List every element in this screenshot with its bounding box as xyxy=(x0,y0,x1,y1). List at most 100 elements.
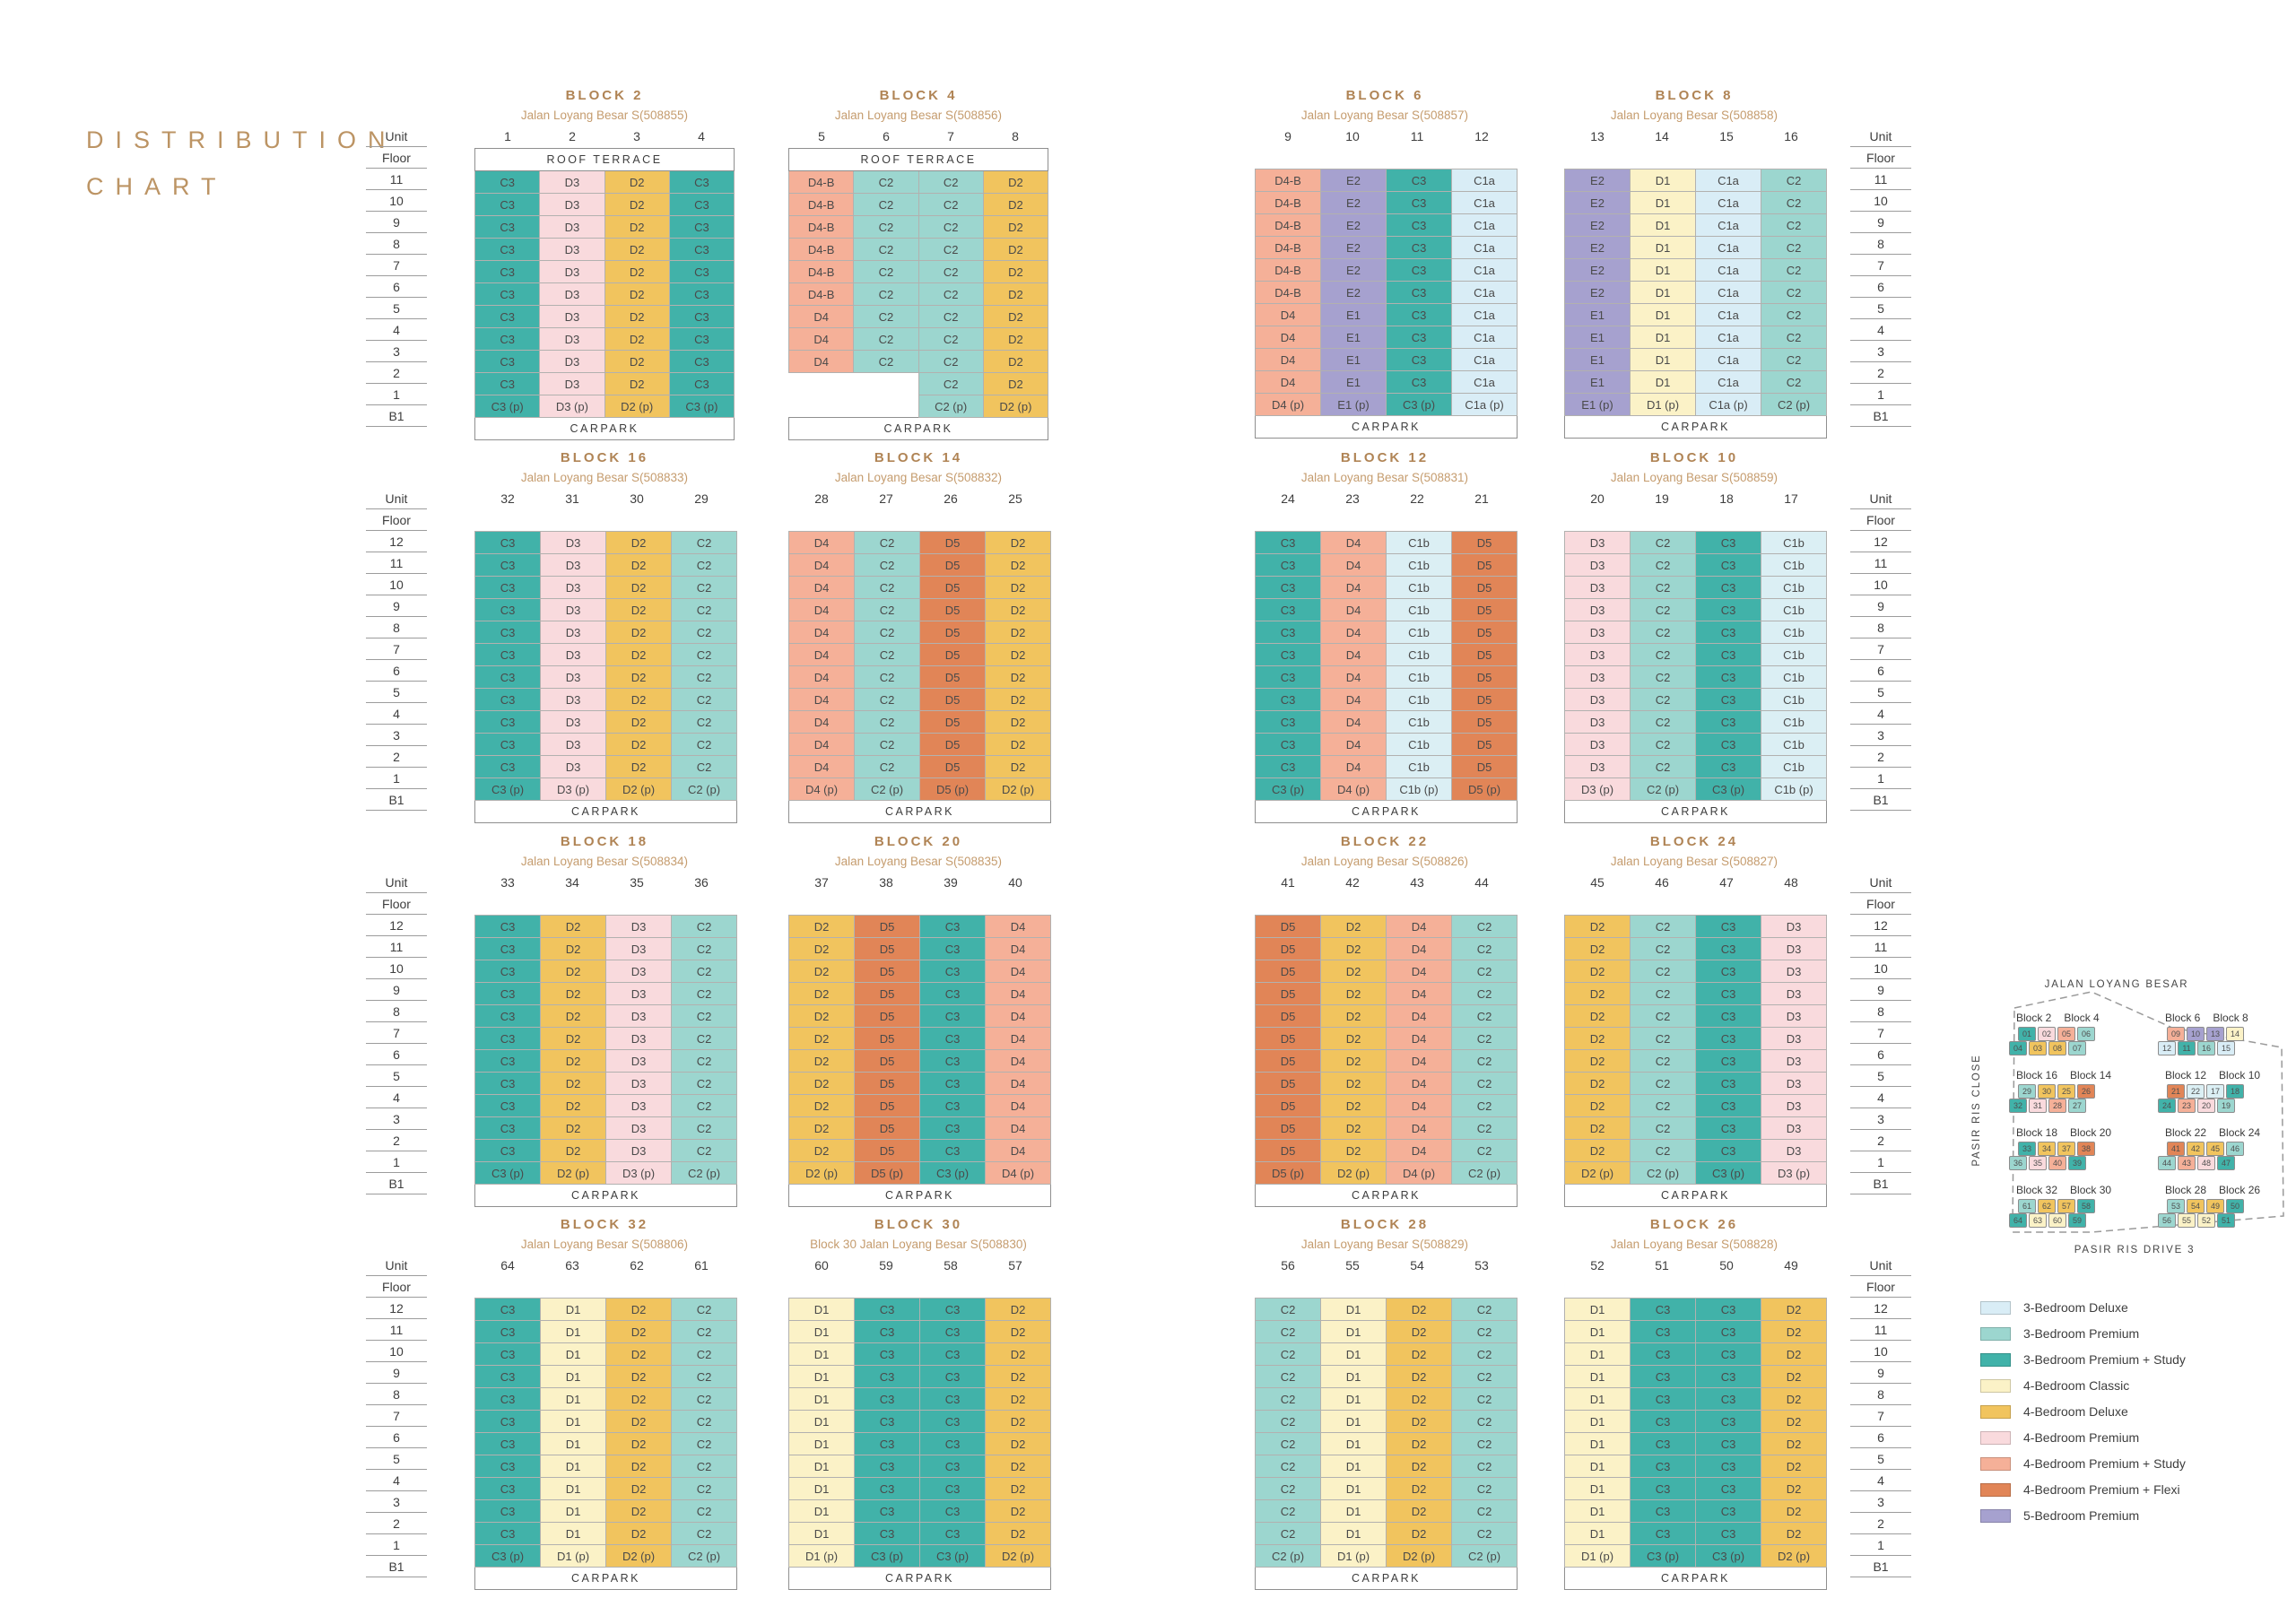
floor-label: 11 xyxy=(1850,1319,1911,1341)
unit-cell: D2 xyxy=(1386,1455,1452,1478)
unit-cell: D5 xyxy=(1451,621,1518,644)
unit-cell: C2 xyxy=(1630,665,1696,689)
map-cluster: Block 22 Block 24 41 42 45 46 44 43 48 47 xyxy=(2158,1126,2296,1170)
map-cluster: Block 32 Block 30 61 62 57 58 64 63 60 59 xyxy=(2009,1184,2152,1228)
block-address: Block 30 Jalan Loyang Besar S(508830) xyxy=(810,1238,1027,1251)
unit-cell: D2 xyxy=(1564,1049,1631,1073)
map-block-label: Block 2 xyxy=(2016,1012,2052,1024)
unit-cell: C2 xyxy=(671,643,737,666)
unit-cell: C2 xyxy=(671,710,737,734)
unit-cell: D2 xyxy=(985,1387,1051,1411)
unit-cell: C2 xyxy=(671,1298,737,1321)
unit-cell: D4 xyxy=(788,576,855,599)
unit-cell: C3 xyxy=(919,915,986,938)
unit-cell: C3 xyxy=(474,1387,541,1411)
unit-cell: C1b xyxy=(1761,531,1827,554)
unit-cell: C3 xyxy=(854,1432,920,1455)
floor-label: 10 xyxy=(366,190,427,212)
unit-stack-number: 14 xyxy=(1655,129,1669,143)
map-block-label: Block 30 xyxy=(2070,1184,2112,1196)
unit-cell: D2 xyxy=(985,665,1051,689)
unit-cell: D2 xyxy=(982,372,1049,395)
unit-cell: C1b xyxy=(1386,733,1452,756)
unit-cell: C2 xyxy=(1451,1320,1518,1343)
map-block-label: Block 18 xyxy=(2016,1126,2058,1139)
unit-cell: C3 (p) xyxy=(474,777,541,801)
unit-cell: D2 xyxy=(1761,1477,1827,1500)
unit-cell: D1 xyxy=(1320,1410,1387,1433)
map-unit: 51 xyxy=(2217,1213,2235,1228)
unit-cell: D3 xyxy=(605,1094,672,1117)
carpark-cell: CARPARK xyxy=(1255,1567,1518,1590)
floor-label: 8 xyxy=(366,1384,427,1405)
unit-cell: C2 xyxy=(1630,1049,1696,1073)
floor-label: 3 xyxy=(366,1108,427,1130)
floor-label: 12 xyxy=(1850,531,1911,552)
unit-cell: C2 xyxy=(1451,982,1518,1005)
unit-cell: D1 xyxy=(1564,1410,1631,1433)
unit-cell: D4 xyxy=(1320,531,1387,554)
unit-cell: D4 xyxy=(788,643,855,666)
unit-cell: D2 xyxy=(1320,960,1387,983)
unit-cell: C1a xyxy=(1451,281,1518,304)
unit-cell: D2 xyxy=(1386,1298,1452,1321)
unit-cell: D4 xyxy=(985,1027,1051,1050)
unit-cell: D2 xyxy=(788,982,855,1005)
unit-cell: C3 xyxy=(919,1320,986,1343)
unit-cell: D1 (p) xyxy=(1320,1544,1387,1568)
block-title: BLOCK 24 xyxy=(1649,834,1739,849)
unit-cell: D2 (p) xyxy=(605,777,672,801)
unit-cell: C3 xyxy=(474,305,541,328)
unit-cell: C2 xyxy=(671,1320,737,1343)
floor-header-label: Floor xyxy=(366,1276,427,1298)
unit-cell: C3 xyxy=(474,688,541,711)
unit-cell: D5 xyxy=(854,915,920,938)
legend-label: 4-Bedroom Classic xyxy=(2023,1378,2130,1393)
unit-cell: D3 xyxy=(1761,1049,1827,1073)
map-block-label: Block 14 xyxy=(2070,1069,2112,1081)
unit-cell: D4 xyxy=(985,1004,1051,1028)
street-label-left: PASIR RIS CLOSE xyxy=(1971,1054,1982,1167)
unit-cell: C2 xyxy=(1630,1027,1696,1050)
unit-cell: D1 xyxy=(540,1455,606,1478)
block-title: BLOCK 14 xyxy=(874,450,963,465)
block-table: E2 D1 C1a C2 E2 D1 C1a C2 E2 D1 C1a C2 E2 D1 C1a C2 E2 D1… xyxy=(1564,169,1827,439)
unit-cell: D2 xyxy=(605,531,672,554)
unit-cell: C2 xyxy=(854,688,920,711)
unit-cell: D1 xyxy=(1564,1499,1631,1523)
unit-cell: C2 xyxy=(671,1365,737,1388)
unit-cell: D2 xyxy=(985,710,1051,734)
map-cluster: Block 16 Block 14 29 30 25 26 32 31 28 27 xyxy=(2009,1069,2152,1113)
unit-cell: D1 xyxy=(788,1432,855,1455)
floor-label: 9 xyxy=(366,595,427,617)
unit-cell: D2 xyxy=(1386,1522,1452,1545)
unit-cell: C3 xyxy=(668,170,735,194)
block-table: D4-B E2 C3 C1a D4-B E2 C3 C1a D4-B E2 C3 C1a D4-B E2 C… xyxy=(1255,169,1518,439)
unit-cell: E1 xyxy=(1320,303,1387,326)
street-label-bottom: PASIR RIS DRIVE 3 xyxy=(2074,1245,2196,1255)
unit-cell: E1 xyxy=(1564,370,1631,394)
unit-cell: D1 xyxy=(1320,1298,1387,1321)
unit-cell: C2 xyxy=(671,598,737,621)
unit-cell: C3 xyxy=(1255,576,1321,599)
unit-cell: C1a xyxy=(1695,303,1761,326)
unit-cell: D1 xyxy=(1630,258,1696,282)
unit-cell: C1b xyxy=(1761,710,1827,734)
unit-cell: C3 xyxy=(919,1004,986,1028)
legend-swatch xyxy=(1980,1404,2011,1419)
map-unit: 22 xyxy=(2187,1084,2205,1099)
unit-cell: D4 xyxy=(788,755,855,778)
unit-cell: D2 xyxy=(605,621,672,644)
unit-cell: C2 xyxy=(1630,531,1696,554)
unit-cell: D4 xyxy=(1320,755,1387,778)
unit-cell: C3 xyxy=(919,1298,986,1321)
unit-stack-number: 1 xyxy=(504,129,511,143)
unit-cell: D2 xyxy=(985,1365,1051,1388)
floor-label: 5 xyxy=(1850,1448,1911,1470)
unit-cell: C2 xyxy=(1630,733,1696,756)
unit-cell: D1 xyxy=(1630,303,1696,326)
unit-cell: D1 xyxy=(1630,326,1696,349)
map-unit-row: 29 30 25 26 xyxy=(2018,1084,2152,1099)
floor-label: 9 xyxy=(1850,979,1911,1001)
map-unit-row: 44 43 48 47 xyxy=(2158,1156,2296,1170)
